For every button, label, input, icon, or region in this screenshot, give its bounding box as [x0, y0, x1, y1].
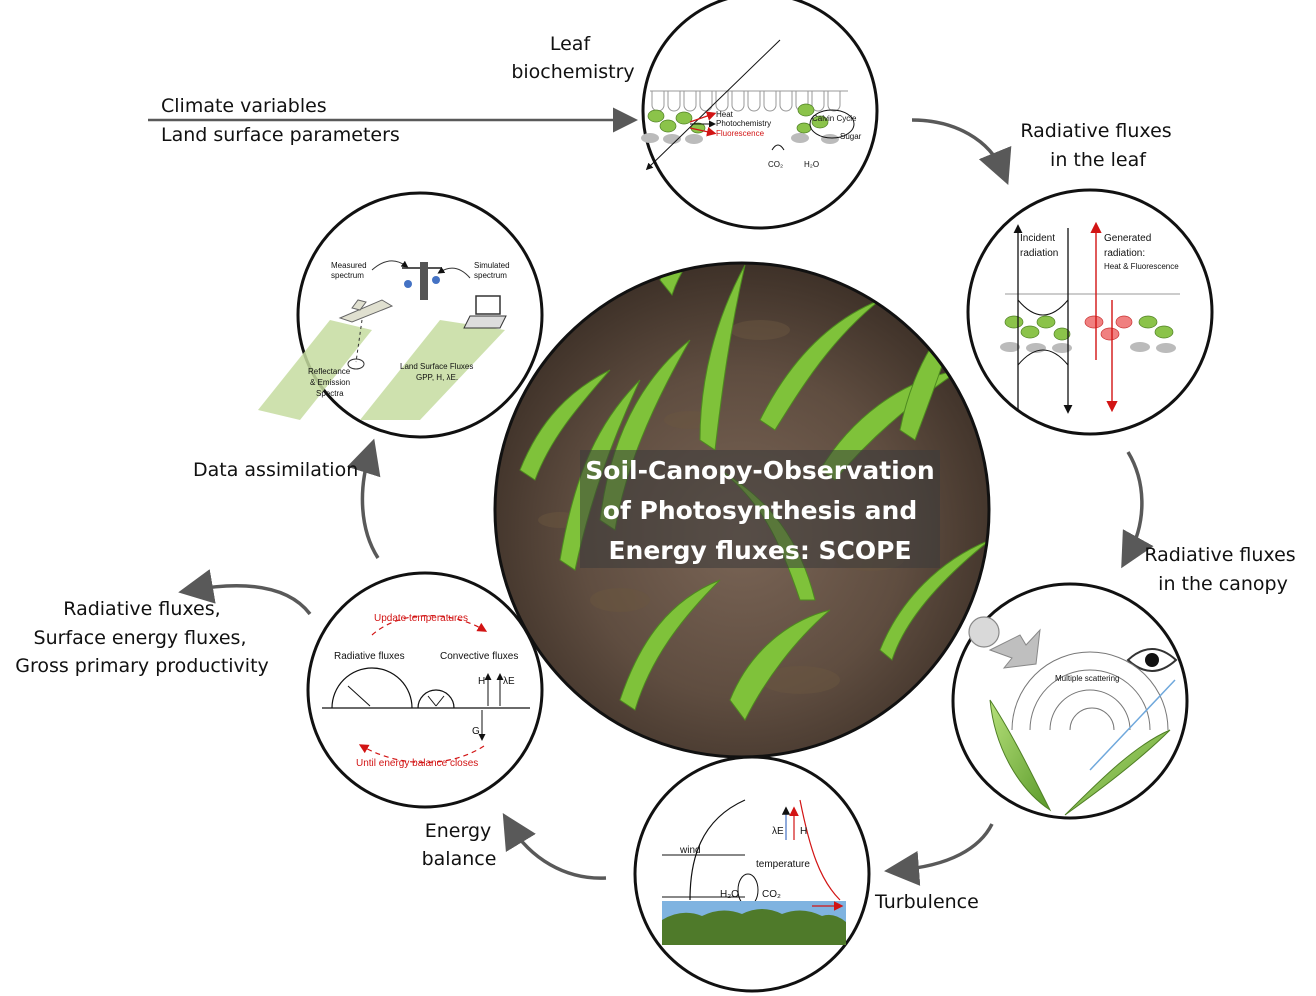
leaf-calvin-label: Calvin Cycle: [812, 114, 857, 123]
energy-balance-panel: Update temperatures Radiative fluxes Con…: [306, 571, 544, 809]
output-label-2: Surface energy fluxes,: [34, 627, 247, 649]
leaf-radiation-panel: Incident radiation Generated radiation: …: [966, 188, 1214, 436]
rad-canopy-label-2: in the canopy: [1158, 573, 1288, 595]
leaf-co2-label: CO₂: [768, 160, 783, 169]
sun-icon: [968, 616, 1000, 648]
energy-h-label: H: [478, 676, 485, 687]
center-photo: Soil-Canopy-Observation of Photosynthesi…: [493, 261, 991, 759]
energy-convective-label: Convective fluxes: [440, 651, 518, 662]
generated-label-1: Generated: [1104, 233, 1151, 244]
canopy-radiation-panel: Multiple scattering: [951, 582, 1189, 820]
energy-g-label: G: [472, 726, 480, 737]
temperature-profile: [799, 799, 841, 901]
rad-leaf-label-2: in the leaf: [1050, 149, 1147, 171]
aircraft-icon: [338, 299, 394, 323]
arrow-turbulence-to-energy: [502, 813, 607, 880]
output-label-3: Gross primary productivity: [15, 655, 269, 677]
energy-label-2: balance: [422, 848, 497, 870]
rad-canopy-label-1: Radiative fluxes: [1144, 544, 1295, 566]
leaf-heat-label: Heat: [716, 110, 734, 119]
temperature-label: temperature: [756, 859, 810, 870]
incident-label-2: radiation: [1020, 248, 1058, 259]
arrow-energy-to-assim: [346, 438, 381, 559]
wind-label: wind: [679, 845, 701, 856]
leaf-h2o-label: H₂O: [804, 160, 819, 169]
incoming-light-arrow: [988, 628, 1041, 669]
measured-label-2: spectrum: [331, 271, 364, 280]
leaf-label-2: biochemistry: [511, 61, 634, 83]
turbulence-panel: wind λE H temperature H₂O CO₂: [633, 755, 871, 993]
until-balance-label: Until energy balance closes: [356, 758, 478, 769]
generated-label-2: radiation:: [1104, 248, 1145, 259]
reflectance-label-2: & Emission: [310, 378, 350, 387]
data-assimilation-label: Data assimilation: [193, 459, 358, 481]
reflectance-label-1: Reflectance: [308, 367, 351, 376]
rad-leaf-label-1: Radiative fluxes: [1020, 120, 1171, 142]
center-title-line-2: of Photosynthesis and: [603, 496, 917, 525]
simulated-label-1: Simulated: [474, 261, 510, 270]
wind-profile-curve: [689, 799, 746, 901]
leaf-label-1: Leaf: [550, 33, 592, 55]
energy-radiative-label: Radiative fluxes: [334, 651, 405, 662]
arrow-canopy-to-turbulence: [884, 823, 994, 886]
input-label-1: Climate variables: [161, 95, 327, 117]
generated-label-3: Heat & Fluorescence: [1104, 262, 1179, 271]
simulated-label-2: spectrum: [474, 271, 507, 280]
leaf-fluorescence-label: Fluorescence: [716, 129, 765, 138]
leaf-photochemistry-label: Photochemistry: [716, 119, 771, 128]
output-label-1: Radiative fluxes,: [63, 598, 220, 620]
reflectance-label-3: Spectra: [316, 389, 344, 398]
arrow-leaf-to-rad: [911, 118, 1012, 185]
energy-le-label: λE: [503, 676, 515, 687]
laptop-icon: [475, 295, 501, 315]
incident-label-1: Incident: [1020, 233, 1055, 244]
turbulence-le-label: λE: [772, 826, 784, 837]
multiple-scattering-label: Multiple scattering: [1055, 674, 1119, 683]
update-temperatures-label: Update temperatures: [374, 613, 468, 624]
turbulence-h2o-label: H₂O: [720, 889, 739, 900]
measured-label-1: Measured: [331, 261, 367, 270]
data-assimilation-panel: Measured spectrum Simulated spectrum Ref…: [258, 191, 544, 439]
fluxes-label-2: GPP, H, λE.: [416, 373, 458, 382]
turbulence-label: Turbulence: [874, 891, 979, 913]
arrow-rad-to-canopy: [1121, 451, 1154, 569]
input-label-2: Land surface parameters: [161, 124, 400, 146]
fluxes-label-1: Land Surface Fluxes: [400, 362, 473, 371]
center-title-line-1: Soil-Canopy-Observation: [585, 456, 934, 485]
leaf-sugar-label: Sugar: [840, 132, 862, 141]
arrow-to-outputs: [178, 569, 312, 616]
energy-label-1: Energy: [425, 820, 492, 842]
flow-arrows: [148, 107, 1154, 886]
title-backdrop: [580, 450, 940, 568]
turbulence-co2-label: CO₂: [762, 889, 781, 900]
turbulence-h-label: H: [800, 826, 807, 837]
center-title-line-3: Energy fluxes: SCOPE: [608, 536, 911, 565]
leaf-biochemistry-panel: Heat Photochemistry Fluorescence Calvin …: [641, 0, 879, 230]
